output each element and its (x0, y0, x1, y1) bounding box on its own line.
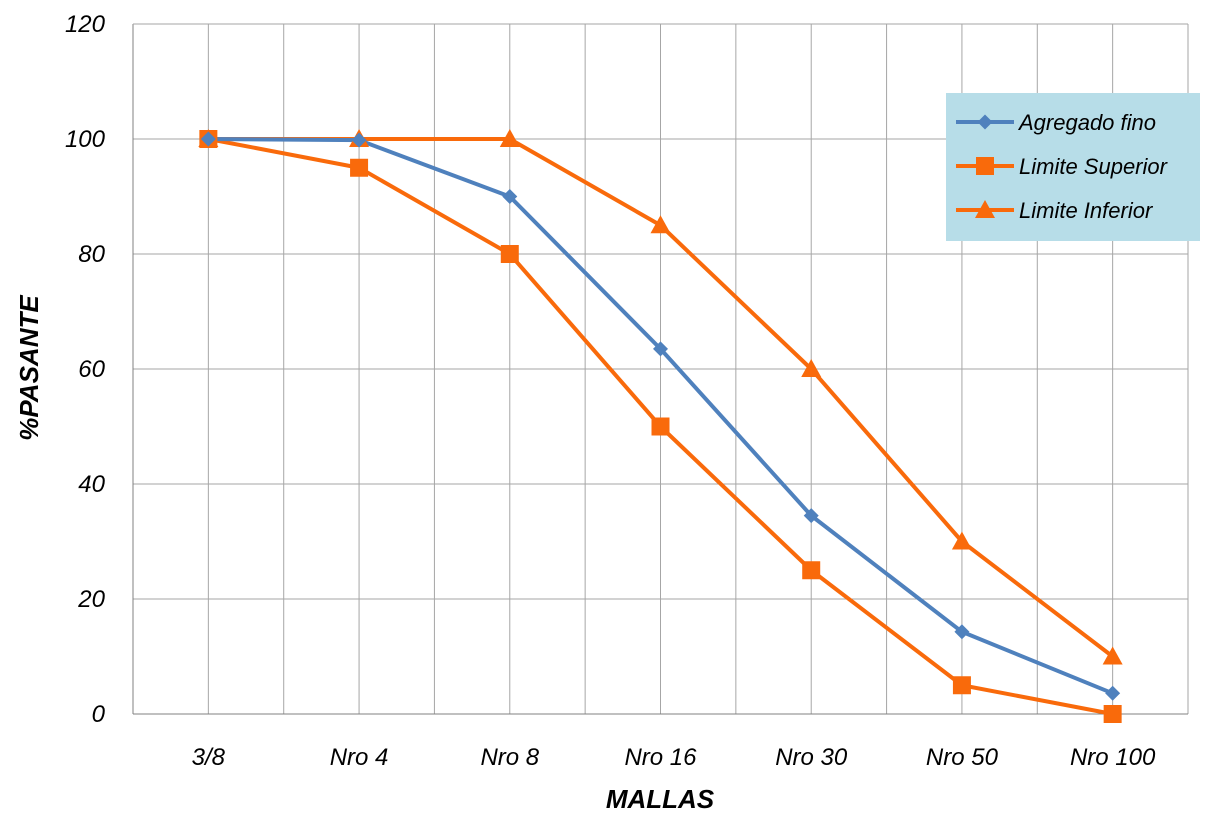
y-tick-label: 80 (78, 241, 105, 268)
x-tick-label: Nro 8 (480, 744, 539, 771)
data-point (803, 508, 819, 524)
legend-swatch-marker (977, 114, 993, 130)
x-tick-label: Nro 100 (1070, 744, 1156, 771)
data-point (952, 676, 971, 695)
data-point (801, 359, 822, 377)
data-point (351, 132, 367, 148)
data-point (653, 341, 668, 357)
y-tick-label: 40 (78, 471, 105, 498)
data-point (499, 129, 520, 147)
data-point (802, 561, 821, 580)
legend-item: Limite Superior (956, 154, 1169, 179)
legend: Agregado fino Limite Superior Limite Infer… (946, 93, 1200, 241)
data-point (651, 417, 670, 436)
y-tick-label: 0 (92, 701, 106, 728)
x-tick-label: 3/8 (192, 744, 226, 771)
legend-item: Limite Inferior (956, 198, 1154, 223)
data-point (200, 131, 216, 147)
data-point (954, 624, 970, 640)
y-tick-label: 20 (77, 586, 105, 613)
data-point (500, 245, 519, 263)
y-tick-labels: 0 20 40 60 80 100 120 (65, 11, 106, 728)
x-tick-label: Nro 30 (775, 744, 848, 771)
x-tick-label: Nro 50 (926, 744, 999, 771)
x-axis-title: MALLAS (606, 784, 715, 813)
legend-label: Limite Superior (1019, 154, 1169, 179)
y-tick-label: 120 (65, 11, 106, 38)
y-axis-title: %PASANTE (14, 295, 44, 441)
y-tick-label: 60 (78, 356, 105, 383)
data-point (1103, 705, 1122, 723)
x-tick-label: Nro 4 (330, 744, 389, 771)
series-markers (200, 131, 1121, 701)
data-point (1102, 646, 1123, 665)
series-layer (198, 129, 1123, 723)
legend-label: Agregado fino (1017, 110, 1156, 135)
data-point (951, 531, 972, 550)
data-point (650, 215, 671, 234)
series-markers (199, 130, 1122, 723)
x-tick-labels: 3/8 Nro 4 Nro 8 Nro 16 Nro 30 Nro 50 Nro 100 (192, 744, 1156, 771)
legend-item: Agregado fino (956, 110, 1156, 135)
legend-swatch-marker (975, 200, 995, 218)
legend-swatch-marker (976, 157, 994, 175)
legend-label: Limite Inferior (1019, 198, 1154, 223)
x-tick-label: Nro 16 (624, 744, 697, 771)
y-tick-label: 100 (65, 126, 106, 153)
axes (132, 23, 1188, 715)
data-point (502, 189, 518, 204)
data-point (1105, 685, 1121, 701)
data-point (350, 158, 369, 177)
